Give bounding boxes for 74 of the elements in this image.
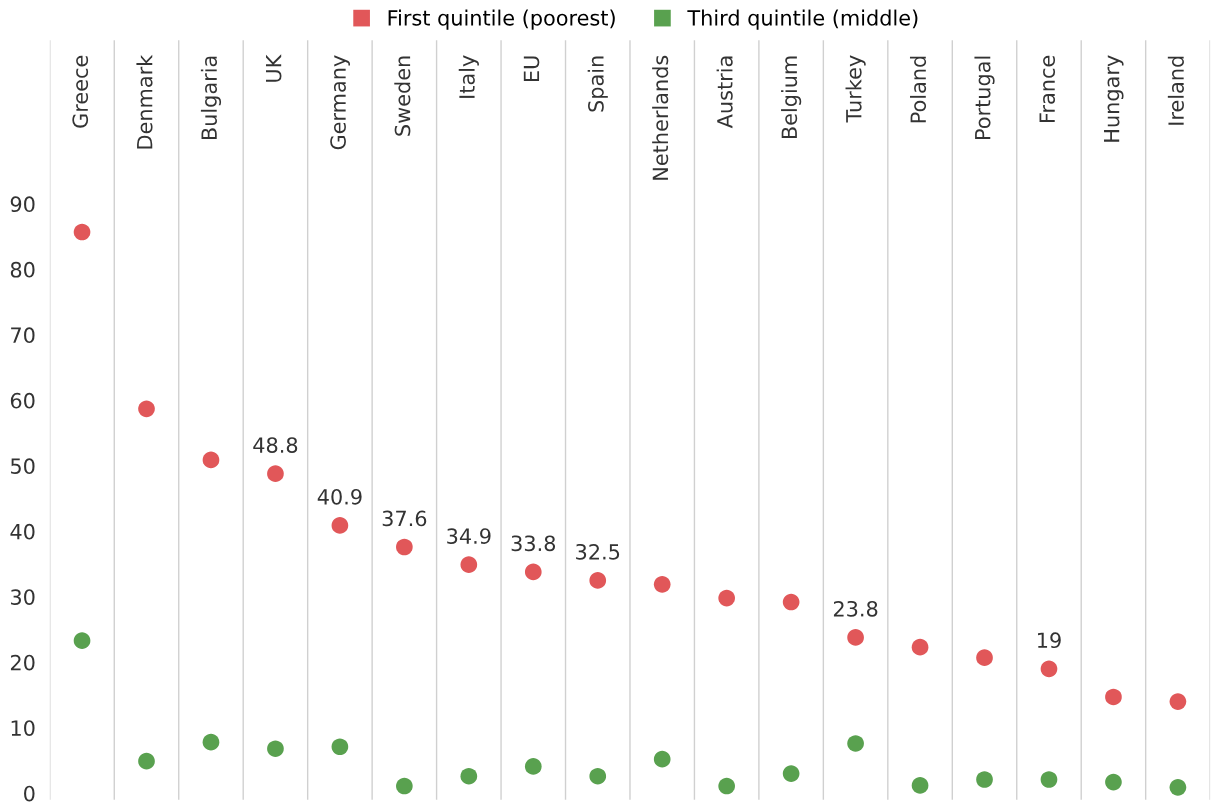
point [653, 576, 671, 593]
point [73, 223, 91, 241]
x-tick-label: Hungary [1104, 55, 1124, 142]
x-tick-label: Turkey [845, 55, 866, 123]
x-tick-label: Netherlands [652, 55, 669, 180]
x-tick-label: EU [523, 56, 540, 82]
point [331, 738, 349, 756]
point [138, 400, 155, 418]
x-tick-label: Poland [909, 56, 927, 123]
data-label: 40.9 [317, 488, 362, 505]
y-tick-label: 40 [10, 523, 35, 540]
y-tick-label: 50 [11, 458, 35, 475]
x-tick-label: Spain [587, 56, 608, 112]
point [718, 589, 735, 607]
data-label: 48.8 [253, 437, 298, 453]
point [396, 538, 413, 556]
point [267, 465, 284, 482]
data-label: 34.9 [447, 528, 491, 544]
point [653, 750, 671, 768]
point [202, 733, 220, 751]
data-label: 32.5 [576, 543, 620, 560]
point [847, 735, 864, 752]
x-tick-label: Sweden [394, 56, 411, 136]
y-tick-label: 60 [10, 392, 35, 409]
point [524, 758, 542, 775]
point [589, 767, 607, 785]
x-tick-label: Belgium [781, 56, 802, 139]
point [202, 451, 220, 469]
legend-label: First quintile (poorest) [388, 9, 615, 30]
point [976, 649, 993, 667]
point [911, 638, 929, 656]
point [1105, 773, 1122, 791]
point [1105, 688, 1122, 706]
y-tick-label: 70 [11, 327, 35, 344]
x-tick-label: Austria [716, 56, 733, 129]
x-tick-label: UK [265, 54, 282, 82]
point [782, 593, 800, 611]
point [73, 632, 91, 649]
x-tick-label: Denmark [136, 54, 153, 149]
y-tick-label: 30 [11, 589, 35, 605]
legend-label: Third quintile (middle) [687, 9, 918, 30]
point [976, 771, 993, 788]
point [718, 777, 735, 795]
y-tick-label: 10 [11, 720, 35, 736]
point [460, 556, 478, 574]
point [524, 563, 542, 581]
y-tick-label: 0 [24, 785, 35, 802]
x-tick-label: France [1039, 55, 1056, 122]
data-label: 33.8 [511, 535, 556, 552]
point [1169, 693, 1187, 710]
point [138, 752, 155, 770]
point [847, 629, 864, 646]
x-tick-label: Greece [72, 55, 89, 128]
point [267, 740, 284, 758]
x-tick-label: Bulgaria [200, 56, 222, 140]
x-tick-label: Italy [458, 55, 479, 98]
point [1169, 779, 1187, 796]
point [331, 517, 349, 534]
data-label: 19 [1038, 632, 1061, 649]
data-label: 23.8 [833, 600, 878, 617]
point [589, 572, 607, 589]
point [782, 765, 800, 782]
point [396, 777, 413, 795]
point [460, 767, 478, 785]
point [911, 777, 929, 794]
x-tick-label: Ireland [1167, 56, 1184, 125]
y-tick-label: 20 [10, 654, 35, 671]
y-tick-label: 80 [10, 261, 35, 278]
y-tick-label: 90 [10, 196, 35, 213]
x-tick-label: Portugal [974, 56, 995, 139]
point [1040, 660, 1058, 678]
data-label: 37.6 [382, 510, 427, 527]
point [1040, 771, 1058, 788]
x-tick-label: Germany [330, 55, 350, 150]
